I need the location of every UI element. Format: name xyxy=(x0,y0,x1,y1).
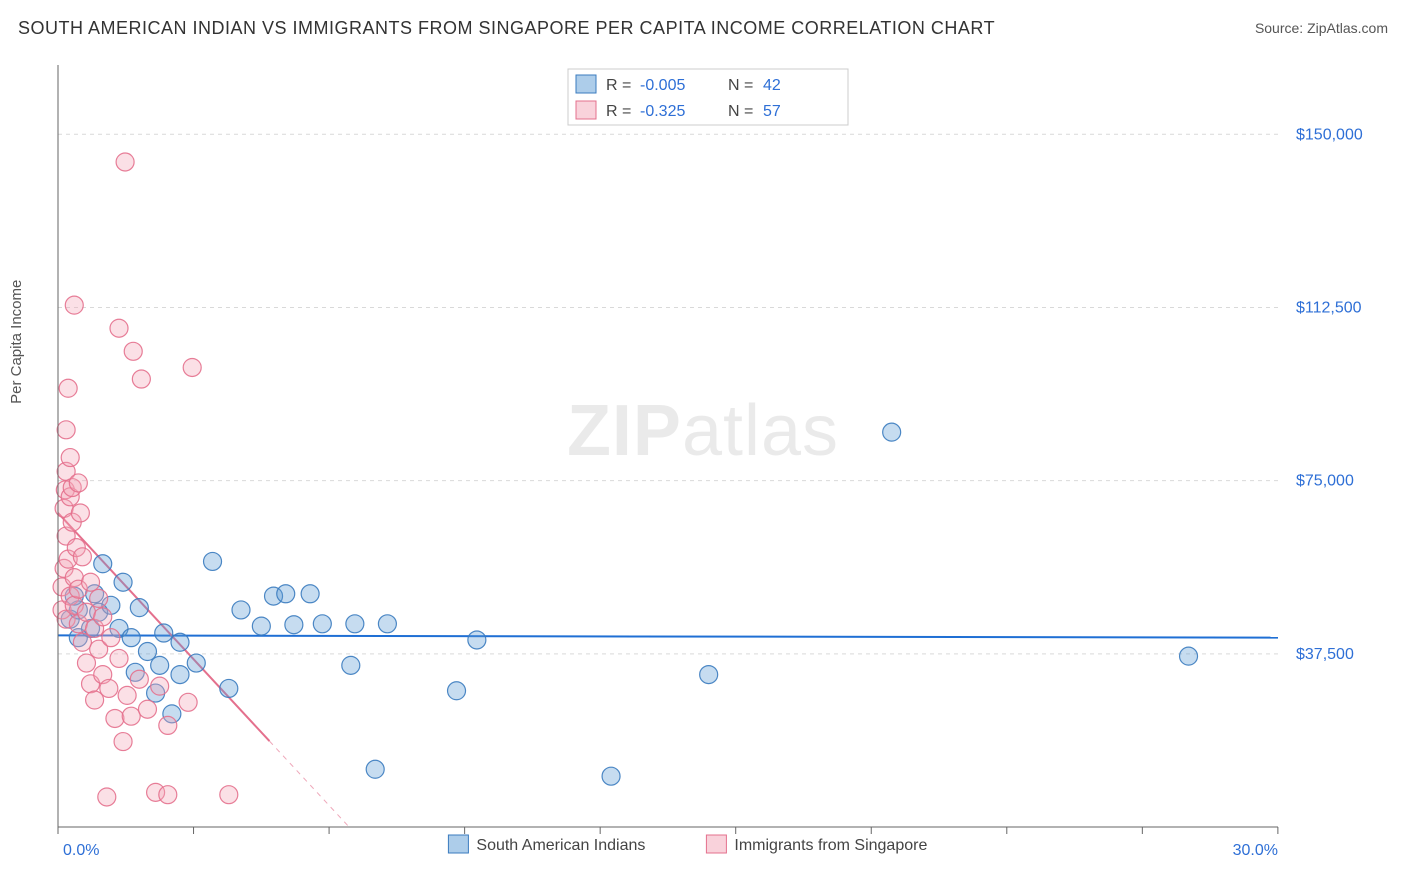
marker-sing xyxy=(59,379,77,397)
marker-sing xyxy=(124,342,142,360)
stats-r-label: R = xyxy=(606,103,631,120)
trend-line-sing-dash xyxy=(269,741,349,827)
scatter-chart: $37,500 $75,000 $112,500 $150,000 ZIPatlas 0.… xyxy=(18,55,1388,875)
y-tick-label: $150,000 xyxy=(1296,126,1363,143)
marker-sai xyxy=(342,656,360,674)
stats-r-value-sing: -0.325 xyxy=(640,103,685,120)
legend-label-sing: Immigrants from Singapore xyxy=(734,837,927,854)
marker-sing xyxy=(102,629,120,647)
marker-sing xyxy=(65,296,83,314)
marker-sai xyxy=(285,616,303,634)
legend-swatch-sai xyxy=(448,835,468,853)
marker-sing xyxy=(130,670,148,688)
marker-sing xyxy=(179,693,197,711)
marker-sing xyxy=(110,319,128,337)
marker-sai xyxy=(171,633,189,651)
marker-sing xyxy=(106,709,124,727)
y-tick-label: $37,500 xyxy=(1296,646,1354,663)
marker-sai xyxy=(468,631,486,649)
marker-sing xyxy=(73,548,91,566)
source-label: Source: xyxy=(1255,20,1307,36)
stats-n-label: N = xyxy=(728,77,753,94)
marker-sing xyxy=(151,677,169,695)
marker-sai xyxy=(700,666,718,684)
marker-sing xyxy=(116,153,134,171)
marker-sing xyxy=(61,449,79,467)
marker-sai xyxy=(378,615,396,633)
watermark: ZIPatlas xyxy=(567,391,839,471)
marker-sai xyxy=(94,555,112,573)
marker-sai xyxy=(1180,647,1198,665)
marker-sing xyxy=(71,504,89,522)
marker-sai xyxy=(301,585,319,603)
source-attribution: Source: ZipAtlas.com xyxy=(1255,20,1388,38)
marker-sai xyxy=(130,599,148,617)
marker-sai xyxy=(114,573,132,591)
marker-sing xyxy=(69,474,87,492)
trend-line-sai xyxy=(58,635,1278,637)
marker-sai xyxy=(122,629,140,647)
marker-sing xyxy=(114,733,132,751)
marker-sai xyxy=(448,682,466,700)
source-value: ZipAtlas.com xyxy=(1307,20,1388,36)
marker-sai xyxy=(151,656,169,674)
marker-sai xyxy=(346,615,364,633)
marker-sing xyxy=(82,573,100,591)
marker-sai xyxy=(277,585,295,603)
marker-sai xyxy=(155,624,173,642)
legend-label-sai: South American Indians xyxy=(476,837,645,854)
stats-n-value-sing: 57 xyxy=(763,103,781,120)
y-axis-label: Per Capita Income xyxy=(8,280,25,404)
marker-sing xyxy=(159,716,177,734)
marker-sing xyxy=(220,786,238,804)
x-tick-label-max: 30.0% xyxy=(1233,842,1278,859)
marker-sing xyxy=(138,700,156,718)
marker-sai xyxy=(252,617,270,635)
marker-sai xyxy=(232,601,250,619)
marker-sing xyxy=(57,421,75,439)
marker-sing xyxy=(122,707,140,725)
stats-r-label: R = xyxy=(606,77,631,94)
marker-sing xyxy=(98,788,116,806)
marker-sing xyxy=(183,358,201,376)
legend-swatch-sing xyxy=(706,835,726,853)
marker-sing xyxy=(94,608,112,626)
stats-swatch-sai xyxy=(576,75,596,93)
marker-sing xyxy=(90,589,108,607)
x-tick-label-min: 0.0% xyxy=(63,842,99,859)
marker-sing xyxy=(132,370,150,388)
marker-sai xyxy=(883,423,901,441)
marker-sing xyxy=(100,679,118,697)
chart-title: SOUTH AMERICAN INDIAN VS IMMIGRANTS FROM… xyxy=(18,18,995,39)
marker-sing xyxy=(110,649,128,667)
marker-sing xyxy=(159,786,177,804)
stats-r-value-sai: -0.005 xyxy=(640,77,685,94)
stats-n-value-sai: 42 xyxy=(763,77,781,94)
marker-sai xyxy=(366,760,384,778)
marker-sai xyxy=(171,666,189,684)
y-tick-label: $75,000 xyxy=(1296,473,1354,490)
stats-n-label: N = xyxy=(728,103,753,120)
stats-swatch-sing xyxy=(576,101,596,119)
y-tick-label: $112,500 xyxy=(1296,299,1362,316)
marker-sai xyxy=(220,679,238,697)
marker-sai xyxy=(187,654,205,672)
marker-sai xyxy=(602,767,620,785)
marker-sai xyxy=(204,552,222,570)
marker-sai xyxy=(313,615,331,633)
marker-sing xyxy=(118,686,136,704)
